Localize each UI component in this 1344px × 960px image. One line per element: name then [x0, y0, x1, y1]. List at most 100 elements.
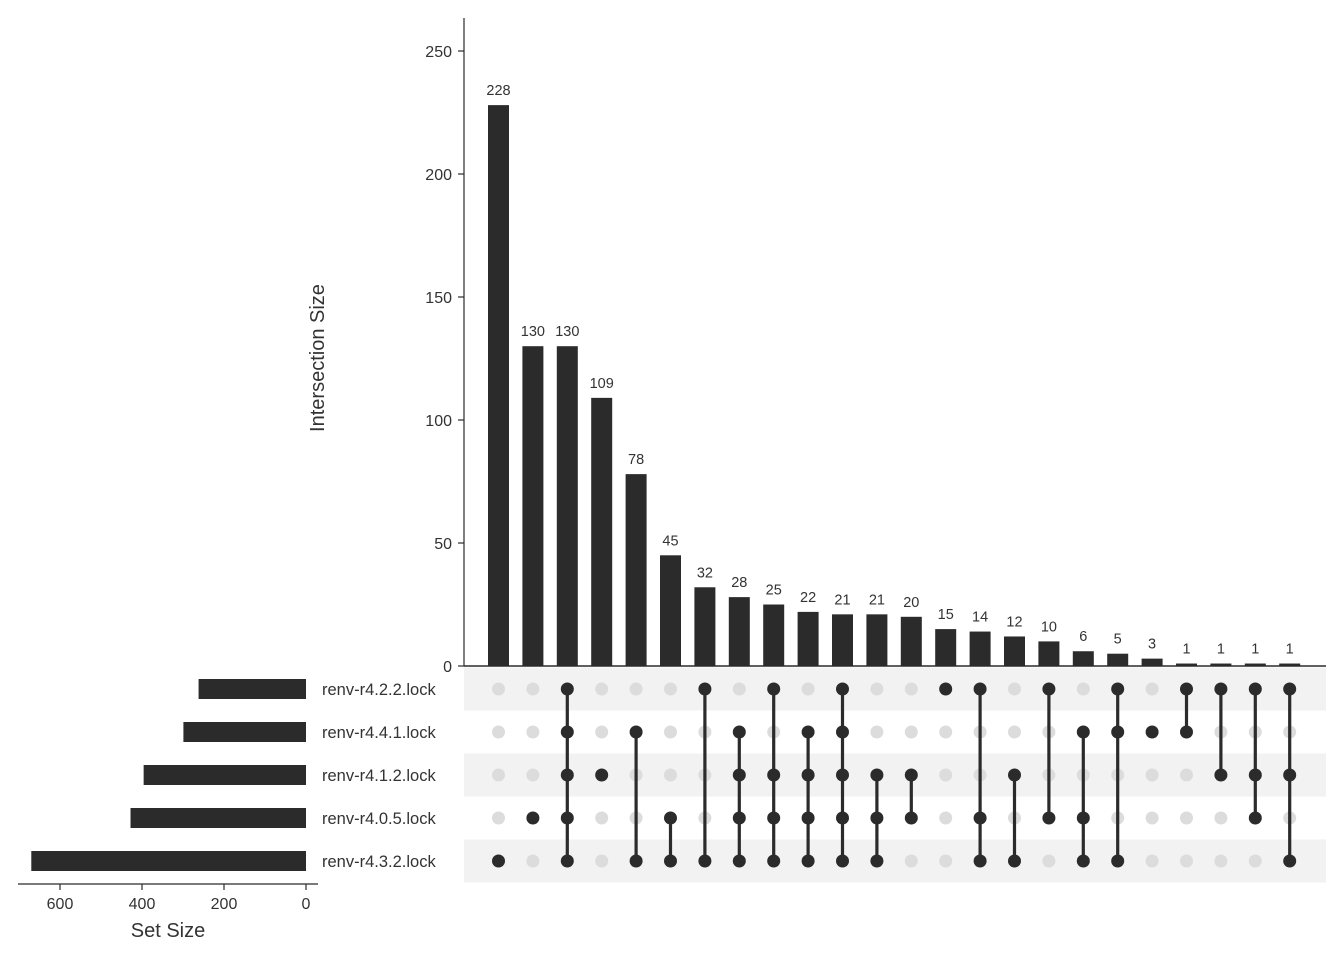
matrix-dot-on [870, 854, 884, 868]
intersection-bar-label: 45 [662, 533, 678, 549]
matrix-dot-on [801, 854, 815, 868]
matrix-dot-off [492, 811, 505, 825]
matrix-dot-on [560, 682, 574, 696]
intersection-bar [728, 597, 750, 666]
matrix-dot-off [1214, 854, 1228, 868]
intersection-bar-label: 21 [834, 592, 850, 608]
intersection-bar [625, 474, 647, 666]
matrix-dot-on [836, 854, 849, 868]
matrix-dot-on [973, 811, 987, 825]
matrix-dot-on [732, 811, 746, 825]
intersection-bar [1176, 663, 1197, 666]
intersection-bar [832, 614, 853, 666]
intersection-matrix [492, 682, 1297, 868]
intersection-bar [1004, 636, 1025, 666]
intersection-bar-label: 28 [731, 575, 747, 591]
matrix-dot-off [732, 682, 746, 696]
matrix-dot-off [595, 725, 609, 739]
intersection-bar-label: 1 [1182, 642, 1190, 658]
matrix-dot-on [732, 725, 746, 739]
intersection-bar-label: 1 [1251, 642, 1259, 658]
matrix-dot-on [1248, 682, 1262, 696]
matrix-dot-on [1111, 725, 1125, 739]
matrix-dot-off [526, 768, 540, 782]
intersection-bar [763, 604, 785, 666]
intersection-bar-label: 14 [972, 610, 988, 626]
matrix-dot-off [939, 811, 953, 825]
matrix-dot-off [492, 725, 505, 739]
matrix-dot-on [698, 854, 712, 868]
set-size-tick-label: 200 [211, 896, 238, 913]
matrix-dot-off [1008, 725, 1021, 739]
matrix-dot-on [1008, 854, 1021, 868]
matrix-dot-off [1180, 811, 1193, 825]
matrix-dot-off [1145, 854, 1159, 868]
matrix-dot-on [560, 768, 574, 782]
matrix-dot-on [1214, 682, 1228, 696]
set-size-tick-label: 0 [302, 896, 311, 913]
intersection-bar-label: 1 [1217, 642, 1225, 658]
set-size-bars [31, 679, 307, 871]
matrix-dot-on [1042, 682, 1056, 696]
matrix-dot-on [492, 854, 505, 868]
matrix-dot-on [1283, 854, 1297, 868]
matrix-dot-on [1283, 768, 1297, 782]
set-label: renv-r4.4.1.lock [322, 724, 436, 742]
intersection-bar [591, 397, 613, 666]
matrix-dot-off [870, 725, 884, 739]
matrix-dot-on [836, 768, 849, 782]
matrix-dot-on [973, 682, 987, 696]
matrix-stripe [464, 839, 1326, 883]
intersection-bar [1279, 663, 1301, 666]
matrix-dot-on [1111, 682, 1125, 696]
matrix-dot-off [1145, 811, 1159, 825]
matrix-dot-on [1076, 854, 1090, 868]
set-size-bar [130, 808, 306, 828]
intersection-bar-label: 3 [1148, 637, 1156, 653]
set-size-tick-label: 600 [47, 896, 74, 913]
intersection-bar [522, 346, 544, 666]
intersection-bars [488, 105, 1301, 667]
matrix-dot-off [1145, 682, 1159, 696]
matrix-dot-on [904, 768, 918, 782]
intersection-bar [1210, 663, 1232, 666]
intersection-bar-label: 10 [1041, 619, 1057, 635]
intersection-bar-label: 5 [1114, 632, 1122, 648]
intersection-bar-label: 1 [1286, 642, 1294, 658]
intersection-bar [1107, 653, 1129, 666]
matrix-dot-off [595, 811, 609, 825]
intersection-bar [866, 614, 888, 666]
set-size-tick-label: 400 [129, 896, 156, 913]
matrix-dot-on [664, 811, 677, 825]
set-label: renv-r4.0.5.lock [322, 810, 436, 828]
intersection-bar-label: 15 [938, 607, 954, 623]
matrix-dot-on [1283, 682, 1297, 696]
matrix-dot-off [526, 682, 540, 696]
set-size-axis: 600 400 200 0 [18, 883, 318, 913]
matrix-dot-on [836, 682, 849, 696]
matrix-dot-on [1076, 725, 1090, 739]
matrix-dot-off [939, 854, 953, 868]
intersection-bar-label: 12 [1006, 614, 1022, 630]
intersection-bar [694, 587, 716, 666]
matrix-dot-on [560, 854, 574, 868]
matrix-dot-on [904, 811, 918, 825]
matrix-stripe [464, 667, 1326, 711]
matrix-dot-off [1145, 768, 1159, 782]
matrix-dot-off [526, 854, 540, 868]
intersection-bar-label: 130 [521, 324, 545, 340]
matrix-dot-off [904, 854, 918, 868]
matrix-dot-on [801, 768, 815, 782]
intersection-bar [556, 346, 578, 666]
intersection-y-axis-title: Intersection Size [307, 284, 329, 432]
matrix-dot-on [767, 811, 781, 825]
intersection-bar-labels: 228 130 130 109 78 45 32 28 25 22 21 21 20 15 14 12 10 6 5… [486, 83, 1293, 657]
intersection-bar-label: 22 [800, 590, 816, 606]
matrix-dot-on [595, 768, 609, 782]
matrix-dot-on [1214, 768, 1228, 782]
intersection-bar [660, 555, 681, 666]
intersection-bar-label: 32 [697, 565, 713, 581]
matrix-dot-on [836, 725, 849, 739]
matrix-dot-off [1076, 682, 1090, 696]
